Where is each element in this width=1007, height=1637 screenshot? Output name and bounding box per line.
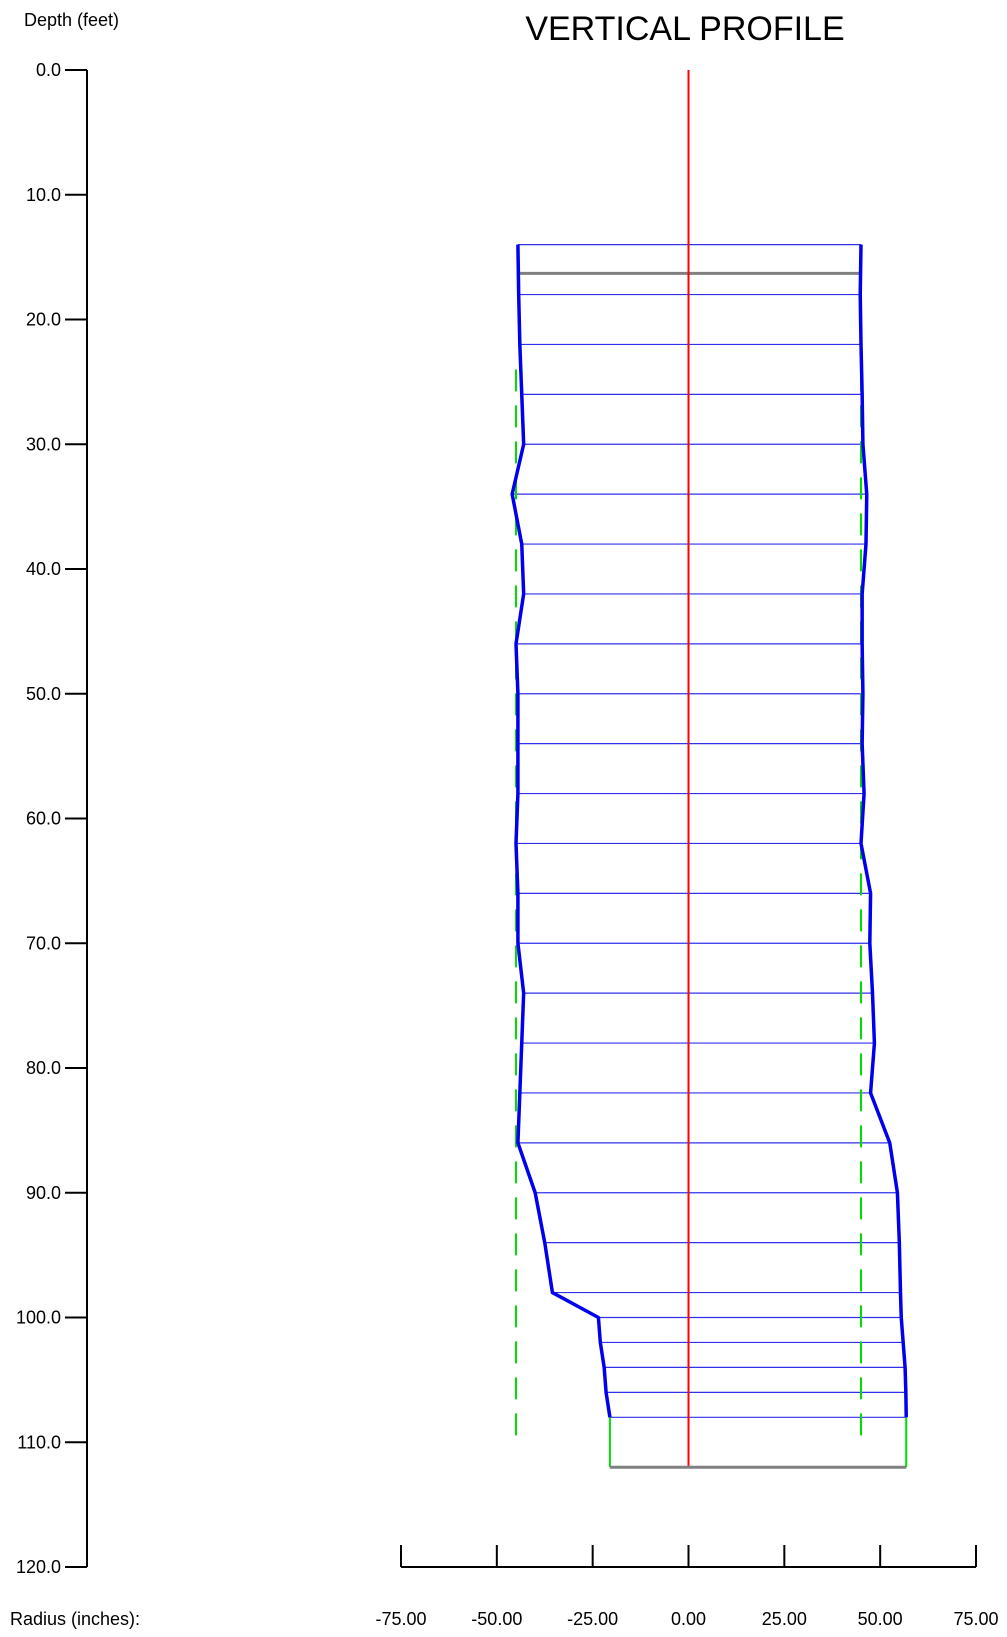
y-tick-label: 40.0 [26, 559, 61, 579]
y-tick-label: 100.0 [16, 1308, 61, 1328]
profile-left-wall [510, 244, 612, 1418]
x-tick-label: 75.00 [953, 1609, 998, 1629]
y-tick-label: 10.0 [26, 185, 61, 205]
y-tick-label: 90.0 [26, 1183, 61, 1203]
x-tick-label: 50.00 [858, 1609, 903, 1629]
y-tick-label: 110.0 [17, 1432, 61, 1452]
chart-title: VERTICAL PROFILE [525, 10, 844, 48]
plot-area: 0.0 10.0 20.0 30.0 40.0 50.0 60.0 70.0 80.0 90.0 1… [16, 60, 999, 1629]
y-tick-label: 0.0 [36, 60, 61, 80]
y-tick-label: 60.0 [26, 809, 61, 829]
y-tick-label: 80.0 [26, 1058, 61, 1078]
y-tick-label: 70.0 [26, 933, 61, 953]
y-tick-label: 30.0 [26, 434, 61, 454]
x-tick-label: -75.00 [375, 1609, 426, 1629]
y-axis-title: Depth (feet) [24, 10, 119, 30]
y-tick-label: 50.0 [26, 684, 61, 704]
x-axis-title: Radius (inches): [10, 1609, 140, 1629]
x-tick-label: -50.00 [471, 1609, 522, 1629]
x-tick-label: 0.00 [671, 1609, 706, 1629]
x-tick-label: 25.00 [762, 1609, 807, 1629]
profile-right-wall [858, 244, 908, 1418]
y-tick-label: 20.0 [26, 310, 61, 330]
y-tick-label: 120.0 [16, 1557, 61, 1577]
x-tick-label: -25.00 [567, 1609, 618, 1629]
